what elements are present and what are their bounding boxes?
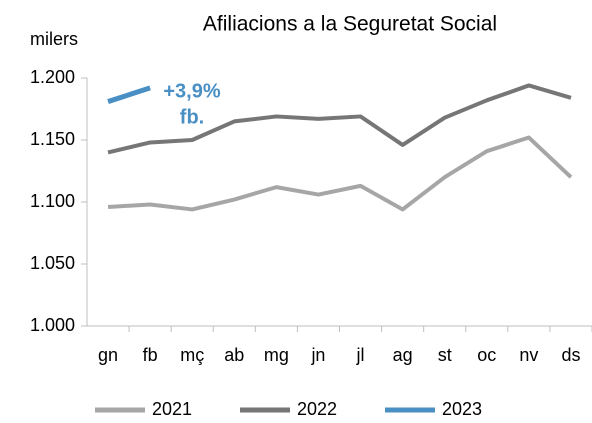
- x-tick-label: ds: [561, 345, 580, 365]
- annotation: fb.: [180, 106, 204, 128]
- line-series: [107, 85, 151, 104]
- y-tick-label: 1.150: [30, 129, 75, 149]
- x-tick-label: jl: [356, 345, 365, 365]
- x-tick-label: fb: [143, 345, 158, 365]
- x-tick-label: gn: [98, 345, 118, 365]
- x-tick-label: mç: [180, 345, 204, 365]
- x-tick-label: nv: [519, 345, 538, 365]
- y-tick-label: 1.200: [30, 67, 75, 87]
- y-tick-label: 1.100: [30, 191, 75, 211]
- line-series: [107, 135, 573, 212]
- x-tick-label: mg: [264, 345, 289, 365]
- legend-label: 2021: [152, 399, 192, 419]
- annotation: +3,9%: [163, 80, 220, 102]
- x-tick-label: jn: [310, 345, 325, 365]
- y-tick-label: 1.050: [30, 253, 75, 273]
- x-tick-label: oc: [477, 345, 496, 365]
- x-tick-label: ag: [393, 345, 413, 365]
- legend-label: 2023: [442, 399, 482, 419]
- legend-label: 2022: [297, 399, 337, 419]
- y-tick-label: 1.000: [30, 315, 75, 335]
- x-tick-label: st: [438, 345, 452, 365]
- chart-title: Afiliacions a la Seguretat Social: [203, 13, 497, 36]
- x-tick-label: ab: [224, 345, 244, 365]
- y-axis-label: milers: [30, 29, 78, 49]
- line-series: [107, 83, 572, 155]
